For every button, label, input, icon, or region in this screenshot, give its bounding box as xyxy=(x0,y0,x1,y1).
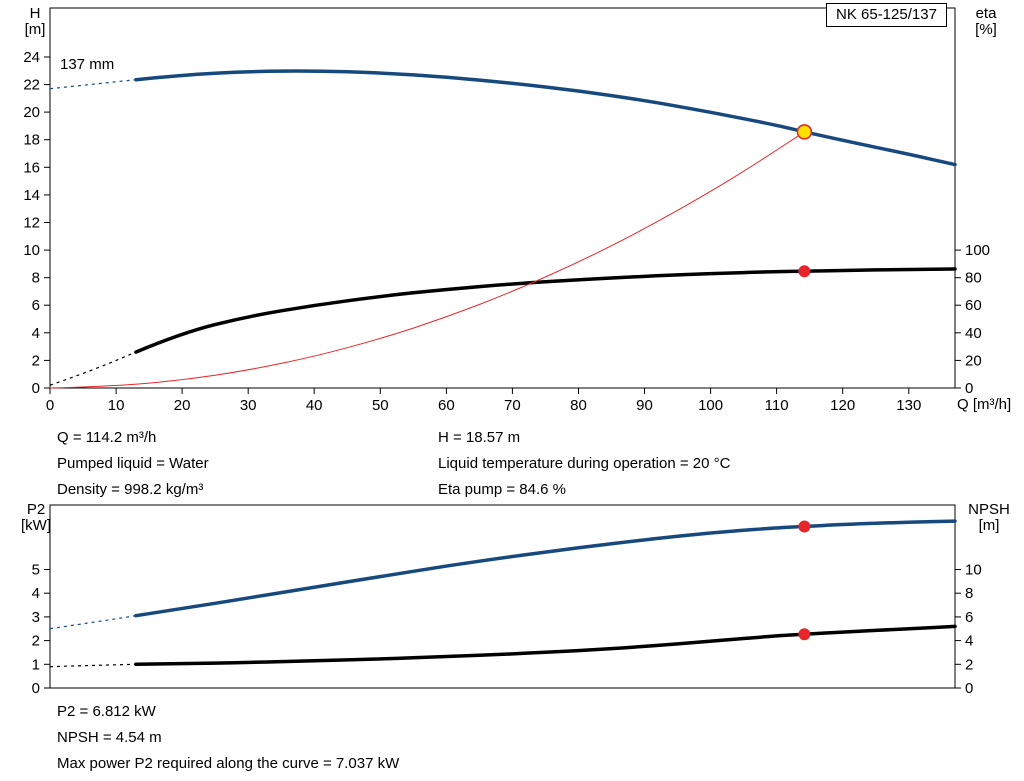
axis-tick-label: 6 xyxy=(965,609,973,626)
axis-tick-label: 10 xyxy=(965,562,982,579)
axis-tick-label: 100 xyxy=(965,242,990,259)
axis-tick-label: 14 xyxy=(23,187,40,204)
axis-tick-label: 10 xyxy=(108,397,125,414)
npsh-axis-label: NPSH [m] xyxy=(968,501,1010,534)
axis-tick-label: 0 xyxy=(32,380,40,397)
duty-info-left: Q = 114.2 m³/h Pumped liquid = Water Den… xyxy=(57,430,209,508)
axis-tick-label: 1 xyxy=(32,656,40,673)
duty-liquid-temp: Liquid temperature during operation = 20… xyxy=(438,455,731,472)
axis-tick-label: 16 xyxy=(23,159,40,176)
p2-npsh-chart[interactable]: 0 1 2 3 4 5 0 2 4 6 8 10 xyxy=(32,504,982,697)
p2-duty-point[interactable] xyxy=(798,520,811,533)
axis-tick-label: 24 xyxy=(23,49,40,66)
axis-tick-label: 2 xyxy=(32,633,40,650)
power-info: P2 = 6.812 kW NPSH = 4.54 m Max power P2… xyxy=(57,704,399,781)
h-axis-label: H [m] xyxy=(24,5,46,38)
axis-tick-label: 90 xyxy=(636,397,653,414)
axis-tick-label: 2 xyxy=(965,656,973,673)
axis-tick-label: 50 xyxy=(372,397,389,414)
axis-tick-label: 60 xyxy=(965,297,982,314)
duty-point[interactable] xyxy=(796,124,813,140)
head-curve-137mm-extension xyxy=(49,79,136,90)
impeller-size-label: 137 mm xyxy=(60,56,115,73)
npsh-value: NPSH = 4.54 m xyxy=(57,729,162,746)
npsh-curve xyxy=(134,624,957,667)
axis-tick-label: 4 xyxy=(32,585,40,602)
p2-value: P2 = 6.812 kW xyxy=(57,703,156,720)
axis-tick-label: 20 xyxy=(23,104,40,121)
axis-tick-label: 8 xyxy=(965,585,973,602)
axis-tick-label: 60 xyxy=(438,397,455,414)
axis-tick-label: 20 xyxy=(174,397,191,414)
axis-tick-label: 10 xyxy=(23,242,40,259)
duty-q: Q = 114.2 m³/h xyxy=(57,429,157,446)
axis-tick-label: 12 xyxy=(23,215,40,232)
axis-tick-label: 130 xyxy=(896,397,921,414)
axis-tick-label: 70 xyxy=(504,397,521,414)
axis-tick-label: 4 xyxy=(32,325,40,342)
efficiency-curve-extension xyxy=(49,351,137,386)
axis-tick-label: 40 xyxy=(306,397,323,414)
axis-tick-label: 120 xyxy=(830,397,855,414)
max-power-note: Max power P2 required along the curve = … xyxy=(57,755,400,772)
axis-tick-label: 0 xyxy=(965,680,973,697)
axis-tick-label: 80 xyxy=(965,270,982,287)
plot-border xyxy=(49,504,956,689)
axis-tick-label: 80 xyxy=(570,397,587,414)
duty-eta: Eta pump = 84.6 % xyxy=(438,481,566,498)
p2-curve-extension xyxy=(49,615,136,630)
axis-tick-label: 4 xyxy=(965,633,973,650)
axis-tick-label: 30 xyxy=(240,397,257,414)
duty-h: H = 18.57 m xyxy=(438,429,521,446)
p2-curve xyxy=(134,519,957,618)
axis-tick-label: 100 xyxy=(698,397,723,414)
p2-axis-label: P2 [kW] xyxy=(21,501,51,534)
plot-border xyxy=(49,7,956,389)
duty-density: Density = 998.2 kg/m³ xyxy=(57,481,204,498)
pump-model-badge: NK 65-125/137 xyxy=(826,3,947,27)
duty-system-curve xyxy=(49,131,805,389)
axis-tick-label: 40 xyxy=(965,325,982,342)
axis-tick-label: 110 xyxy=(765,397,789,414)
axis-tick-label: 0 xyxy=(46,397,54,414)
axis-tick-label: 22 xyxy=(23,77,40,94)
axis-tick-label: 8 xyxy=(32,270,40,287)
eta-axis-label: eta [%] xyxy=(975,5,997,38)
duty-pumped-liquid: Pumped liquid = Water xyxy=(57,455,209,472)
duty-info-right: H = 18.57 m Liquid temperature during op… xyxy=(438,430,730,508)
axis-tick-label: 0 xyxy=(32,680,40,697)
head-curve-137mm xyxy=(134,69,957,167)
axis-tick-label: 0 xyxy=(965,380,973,397)
efficiency-curve xyxy=(134,267,957,354)
npsh-duty-point[interactable] xyxy=(798,628,811,641)
axis-tick-label: 3 xyxy=(32,609,40,626)
flow-axis-label: Q [m³/h] xyxy=(957,396,1012,413)
eta-duty-point[interactable] xyxy=(798,265,811,278)
axis-tick-label: 6 xyxy=(32,297,40,314)
axis-tick-label: 5 xyxy=(32,562,40,579)
axis-tick-label: 20 xyxy=(965,352,982,369)
axis-tick-label: 2 xyxy=(32,352,40,369)
npsh-curve-extension xyxy=(49,663,136,668)
axis-tick-label: 18 xyxy=(23,132,40,149)
